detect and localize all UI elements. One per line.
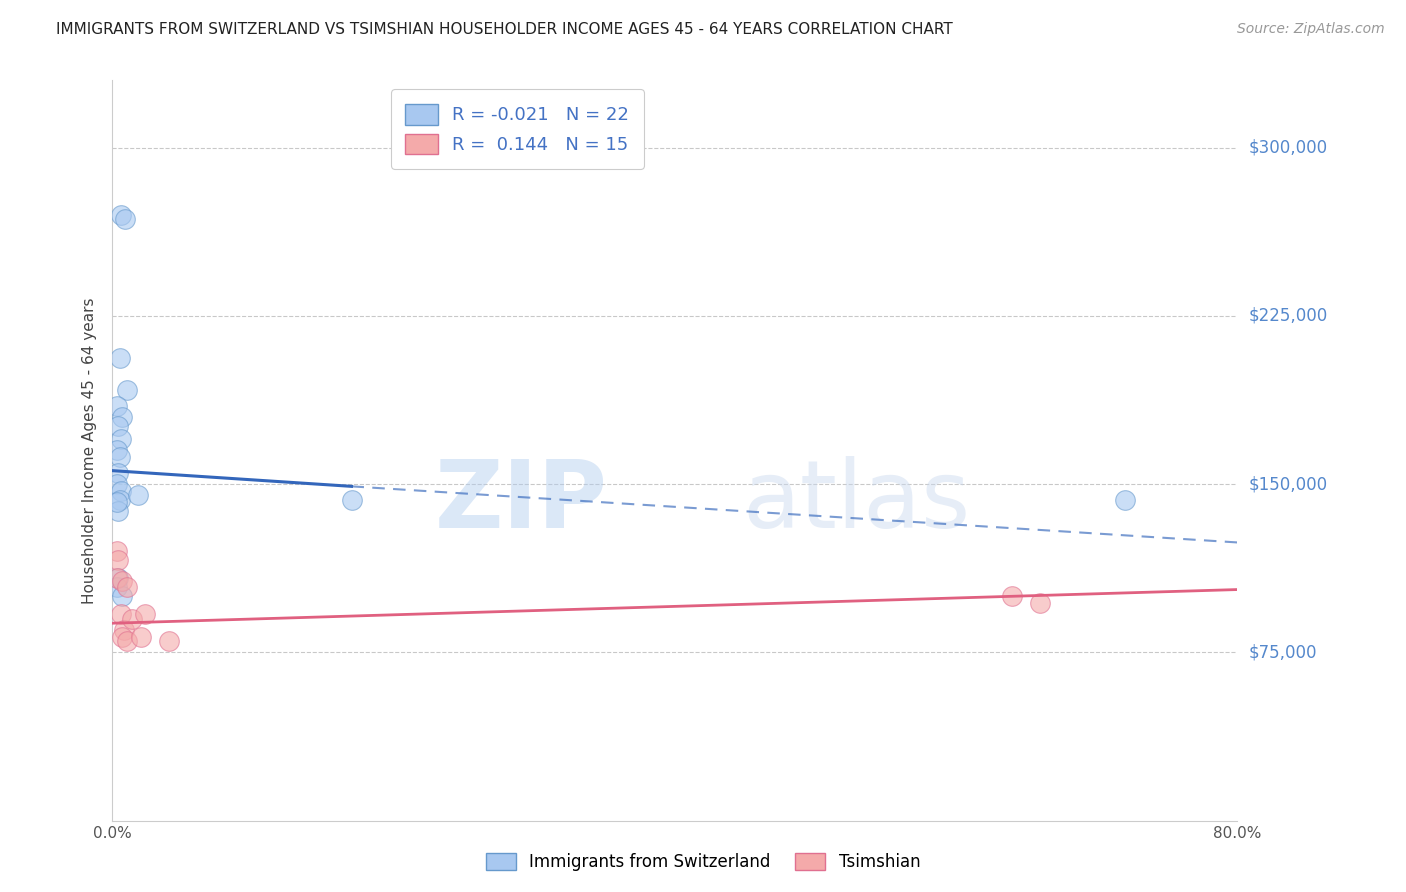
- Point: [105, 544, 128, 558]
- Point: [110, 483, 132, 498]
- Point: [114, 212, 136, 227]
- Point: [107, 418, 129, 433]
- Point: [111, 630, 134, 644]
- Point: [110, 208, 132, 222]
- Point: [121, 612, 143, 626]
- Point: [107, 466, 129, 480]
- Point: [105, 477, 128, 491]
- Point: [105, 495, 128, 509]
- Point: [115, 383, 138, 397]
- Point: [110, 432, 132, 446]
- Point: [110, 607, 132, 622]
- Point: [1001, 589, 1024, 603]
- Text: Source: ZipAtlas.com: Source: ZipAtlas.com: [1237, 22, 1385, 37]
- Text: $150,000: $150,000: [1249, 475, 1327, 493]
- Point: [108, 351, 131, 366]
- Point: [111, 574, 134, 588]
- Point: [340, 492, 363, 507]
- Legend: R = -0.021   N = 22, R =  0.144   N = 15: R = -0.021 N = 22, R = 0.144 N = 15: [391, 89, 644, 169]
- Point: [1114, 492, 1136, 507]
- Point: [105, 443, 128, 458]
- Point: [105, 571, 128, 585]
- Y-axis label: Householder Income Ages 45 - 64 years: Householder Income Ages 45 - 64 years: [82, 297, 97, 604]
- Point: [108, 450, 131, 465]
- Text: IMMIGRANTS FROM SWITZERLAND VS TSIMSHIAN HOUSEHOLDER INCOME AGES 45 - 64 YEARS C: IMMIGRANTS FROM SWITZERLAND VS TSIMSHIAN…: [56, 22, 953, 37]
- Point: [112, 623, 135, 637]
- Point: [107, 504, 129, 518]
- Point: [107, 553, 129, 567]
- Text: atlas: atlas: [742, 457, 970, 549]
- Point: [157, 634, 180, 648]
- Point: [1029, 596, 1052, 610]
- Point: [115, 580, 138, 594]
- Text: $225,000: $225,000: [1249, 307, 1327, 325]
- Point: [108, 492, 131, 507]
- Point: [107, 571, 129, 585]
- Point: [127, 488, 149, 502]
- Text: $75,000: $75,000: [1249, 643, 1317, 661]
- Point: [111, 409, 134, 424]
- Point: [134, 607, 156, 622]
- Text: $300,000: $300,000: [1249, 138, 1327, 157]
- Text: ZIP: ZIP: [434, 457, 607, 549]
- Legend: Immigrants from Switzerland, Tsimshian: Immigrants from Switzerland, Tsimshian: [477, 845, 929, 880]
- Point: [115, 634, 138, 648]
- Point: [129, 630, 152, 644]
- Point: [111, 589, 134, 603]
- Point: [105, 399, 128, 413]
- Point: [105, 580, 128, 594]
